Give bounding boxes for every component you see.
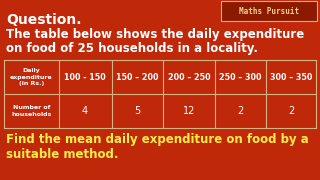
Text: 4: 4 <box>82 106 88 116</box>
Text: Number of
households: Number of households <box>11 105 52 117</box>
Text: 200 – 250: 200 – 250 <box>168 73 210 82</box>
Text: Maths Pursuit: Maths Pursuit <box>239 6 299 15</box>
Text: 12: 12 <box>183 106 195 116</box>
Text: 150 – 200: 150 – 200 <box>116 73 159 82</box>
Text: suitable method.: suitable method. <box>6 148 118 161</box>
Text: Question.: Question. <box>6 13 82 27</box>
Text: on food of 25 households in a locality.: on food of 25 households in a locality. <box>6 42 258 55</box>
Text: 250 – 300: 250 – 300 <box>219 73 261 82</box>
Text: 100 - 150: 100 - 150 <box>64 73 106 82</box>
Text: 5: 5 <box>134 106 140 116</box>
Text: 2: 2 <box>288 106 294 116</box>
Text: 300 – 350: 300 – 350 <box>270 73 312 82</box>
FancyBboxPatch shape <box>221 1 317 21</box>
Text: 2: 2 <box>237 106 244 116</box>
Text: Daily
expenditure
(in Rs.): Daily expenditure (in Rs.) <box>10 68 53 86</box>
Text: Find the mean daily expenditure on food by a: Find the mean daily expenditure on food … <box>6 133 309 146</box>
Text: The table below shows the daily expenditure: The table below shows the daily expendit… <box>6 28 304 41</box>
